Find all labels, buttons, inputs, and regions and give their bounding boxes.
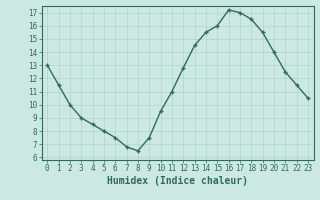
X-axis label: Humidex (Indice chaleur): Humidex (Indice chaleur) [107, 176, 248, 186]
